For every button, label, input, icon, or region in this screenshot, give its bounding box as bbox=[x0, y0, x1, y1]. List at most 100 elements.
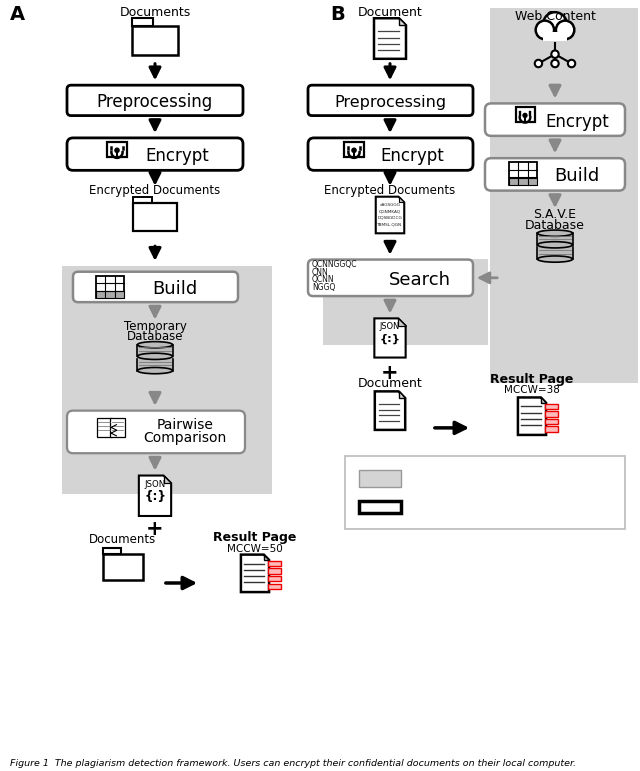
Circle shape bbox=[543, 12, 567, 36]
Circle shape bbox=[568, 60, 575, 67]
Bar bbox=[138, 359, 173, 371]
Text: CNN: CNN bbox=[312, 268, 329, 277]
Polygon shape bbox=[399, 197, 404, 203]
Polygon shape bbox=[518, 398, 546, 435]
Circle shape bbox=[536, 21, 554, 39]
Polygon shape bbox=[149, 204, 166, 227]
Text: Database: Database bbox=[525, 219, 585, 231]
Polygon shape bbox=[163, 204, 166, 208]
Bar bbox=[62, 266, 272, 493]
Ellipse shape bbox=[138, 353, 173, 359]
Polygon shape bbox=[376, 197, 404, 234]
Text: Search: Search bbox=[389, 271, 451, 289]
Ellipse shape bbox=[138, 342, 173, 348]
Text: S.A.V.E: S.A.V.E bbox=[534, 208, 577, 221]
Polygon shape bbox=[164, 476, 171, 483]
Bar bbox=[490, 8, 638, 383]
Text: Encrypted Documents: Encrypted Documents bbox=[324, 184, 456, 197]
Circle shape bbox=[351, 147, 357, 153]
Ellipse shape bbox=[138, 368, 173, 374]
Circle shape bbox=[556, 21, 574, 39]
Text: Figure 1  The plagiarism detection framework. Users can encrypt their confidenti: Figure 1 The plagiarism detection framew… bbox=[10, 759, 575, 768]
Bar bbox=[110, 556, 139, 578]
Bar bbox=[538, 233, 573, 245]
Text: DQSBGDCG: DQSBGDCG bbox=[378, 216, 403, 220]
FancyBboxPatch shape bbox=[73, 271, 238, 302]
Text: Documents: Documents bbox=[120, 5, 191, 19]
Bar bbox=[141, 28, 173, 53]
Bar bbox=[139, 28, 173, 53]
Text: Encrypt: Encrypt bbox=[380, 147, 444, 165]
Bar bbox=[137, 28, 173, 53]
Circle shape bbox=[551, 60, 559, 67]
Bar bbox=[509, 178, 537, 184]
Text: Document: Document bbox=[358, 377, 422, 390]
Bar bbox=[524, 118, 526, 121]
Bar bbox=[344, 142, 364, 157]
Bar bbox=[268, 576, 280, 581]
Text: B: B bbox=[330, 5, 345, 24]
Text: +: + bbox=[146, 519, 164, 539]
Bar bbox=[345, 456, 625, 529]
Bar bbox=[323, 258, 488, 345]
Text: run on local space: run on local space bbox=[445, 500, 559, 513]
Polygon shape bbox=[241, 554, 269, 592]
Bar bbox=[545, 419, 557, 424]
Text: Encrypt: Encrypt bbox=[545, 113, 609, 130]
Bar bbox=[545, 426, 557, 432]
Text: Comparison: Comparison bbox=[143, 431, 227, 445]
Bar bbox=[515, 107, 534, 122]
FancyBboxPatch shape bbox=[308, 260, 473, 296]
FancyBboxPatch shape bbox=[485, 103, 625, 136]
Bar bbox=[545, 411, 557, 416]
Text: Database: Database bbox=[127, 330, 183, 343]
Text: QCNNGGQC: QCNNGGQC bbox=[312, 260, 358, 269]
Text: {:}: {:} bbox=[380, 334, 401, 344]
Text: QGNMKAQ: QGNMKAQ bbox=[151, 212, 164, 216]
Text: DQSBGDCG: DQSBGDCG bbox=[150, 216, 165, 220]
Polygon shape bbox=[399, 392, 405, 398]
Bar bbox=[543, 32, 567, 41]
Text: xAGSGGG: xAGSGGG bbox=[380, 204, 401, 207]
Polygon shape bbox=[398, 318, 406, 326]
Ellipse shape bbox=[538, 256, 573, 262]
Bar bbox=[132, 19, 153, 26]
Bar bbox=[110, 418, 125, 437]
Bar bbox=[102, 547, 122, 554]
Polygon shape bbox=[139, 476, 171, 516]
Text: MCCW=50: MCCW=50 bbox=[227, 544, 283, 554]
Text: A: A bbox=[10, 5, 25, 24]
FancyBboxPatch shape bbox=[67, 411, 245, 453]
Text: Document: Document bbox=[358, 5, 422, 19]
Polygon shape bbox=[541, 398, 546, 402]
Polygon shape bbox=[375, 392, 405, 430]
Circle shape bbox=[551, 50, 559, 58]
Circle shape bbox=[535, 60, 542, 67]
Text: JSON: JSON bbox=[145, 480, 166, 489]
Bar bbox=[268, 584, 280, 589]
FancyBboxPatch shape bbox=[308, 85, 473, 116]
Text: Preprocessing: Preprocessing bbox=[334, 95, 446, 110]
Text: TBMSL.QGN: TBMSL.QGN bbox=[150, 220, 166, 224]
Text: Result Page: Result Page bbox=[490, 372, 573, 386]
FancyBboxPatch shape bbox=[67, 138, 243, 170]
Text: xAGSGGG: xAGSGGG bbox=[152, 207, 164, 212]
Bar bbox=[509, 162, 537, 184]
Text: run on server side: run on server side bbox=[445, 472, 559, 485]
Bar bbox=[138, 345, 173, 356]
Bar bbox=[107, 142, 127, 157]
Text: TBMSL.QGN: TBMSL.QGN bbox=[378, 222, 403, 226]
Polygon shape bbox=[374, 318, 406, 358]
Text: Encrypted Documents: Encrypted Documents bbox=[90, 184, 221, 197]
Text: Encrypt: Encrypt bbox=[145, 147, 209, 165]
Bar bbox=[107, 556, 139, 578]
Text: Build: Build bbox=[554, 167, 600, 185]
Ellipse shape bbox=[538, 230, 573, 237]
Bar bbox=[353, 153, 355, 157]
Text: +: + bbox=[381, 363, 399, 383]
Text: {:}: {:} bbox=[144, 490, 166, 503]
Text: Web Content: Web Content bbox=[515, 10, 595, 22]
Bar bbox=[133, 204, 177, 231]
Polygon shape bbox=[399, 19, 406, 25]
FancyBboxPatch shape bbox=[67, 85, 243, 116]
